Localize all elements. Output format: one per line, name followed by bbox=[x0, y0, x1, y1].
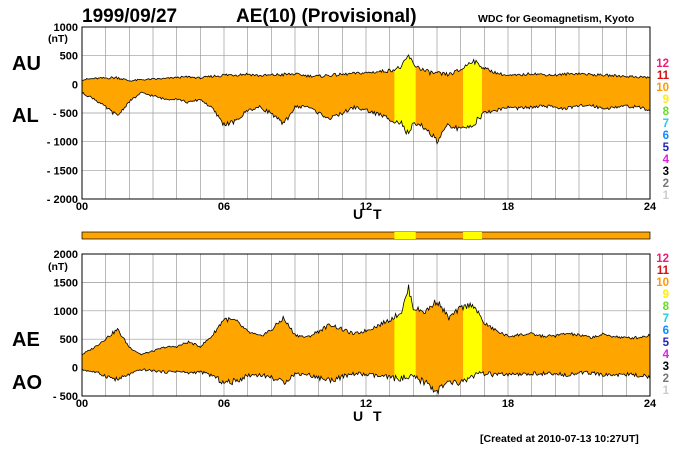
x-tick-label: 12 bbox=[360, 398, 372, 410]
al-label: AL bbox=[12, 105, 39, 127]
station-legend-item: 10 bbox=[656, 277, 669, 289]
y-tick-label: 500 bbox=[60, 51, 78, 63]
station-legend-item: 4 bbox=[663, 154, 670, 166]
y-tick-label: 1000 bbox=[54, 22, 78, 34]
au-al-unit: (nT) bbox=[48, 33, 68, 45]
station-legend-item: 11 bbox=[657, 265, 670, 277]
au-al-x-axis-label: U T bbox=[353, 206, 385, 222]
series-line-al bbox=[81, 91, 651, 145]
station-bar-highlight bbox=[394, 232, 416, 239]
y-tick-label: 1000 bbox=[54, 306, 78, 318]
station-legend-item: 8 bbox=[663, 301, 670, 313]
station-legend-item: 3 bbox=[663, 361, 669, 373]
ae-ao-x-ticks: 00 06 12 18 24 bbox=[76, 398, 657, 410]
series-line-ae bbox=[81, 284, 651, 356]
station-legend-item: 9 bbox=[663, 289, 669, 301]
station-bar-highlight bbox=[463, 232, 482, 239]
au-al-panel: 1000 500 0 - 500 - 1000 - 1500 - 2000 00 06 12 18… bbox=[12, 22, 657, 222]
created-timestamp: [Created at 2010-07-13 10:27UT] bbox=[480, 433, 639, 445]
station-legend-item: 10 bbox=[656, 82, 669, 94]
ae-ao-frame bbox=[81, 253, 651, 397]
x-tick-label: 24 bbox=[644, 398, 657, 410]
plot-date: 1999/09/27 bbox=[82, 6, 177, 27]
station-legend-item: 7 bbox=[663, 118, 669, 130]
plot-title: AE(10) (Provisional) bbox=[236, 6, 417, 27]
station-legend-item: 2 bbox=[663, 178, 669, 190]
au-al-frame bbox=[81, 26, 651, 200]
y-tick-label: 0 bbox=[72, 79, 78, 91]
series-line-ao bbox=[81, 368, 651, 396]
x-tick-label: 06 bbox=[218, 398, 230, 410]
x-tick-label: 06 bbox=[218, 201, 230, 213]
station-highlight-fill bbox=[463, 284, 482, 394]
station-highlight-fill bbox=[394, 54, 416, 144]
y-tick-label: - 1000 bbox=[47, 137, 78, 149]
ao-label: AO bbox=[12, 372, 42, 394]
station-legend-item: 5 bbox=[663, 142, 670, 154]
x-tick-label: 18 bbox=[502, 398, 514, 410]
x-tick-label: 00 bbox=[76, 398, 88, 410]
x-tick-label: 12 bbox=[360, 201, 372, 213]
au-al-grid bbox=[82, 27, 650, 199]
y-tick-label: - 500 bbox=[53, 391, 78, 403]
organization-label: WDC for Geomagnetism, Kyoto bbox=[478, 13, 634, 25]
station-legend-item: 2 bbox=[663, 373, 669, 385]
y-tick-label: 500 bbox=[60, 334, 78, 346]
station-bar-base bbox=[81, 231, 651, 240]
ae-ao-x-axis-label: U T bbox=[353, 408, 385, 424]
station-legend-item: 12 bbox=[656, 58, 669, 70]
station-highlight-fill bbox=[463, 54, 482, 144]
ae-ao-y-ticks: 2000 1500 1000 500 0 - 500 bbox=[53, 249, 78, 403]
y-tick-label: 0 bbox=[72, 363, 78, 375]
au-label: AU bbox=[12, 53, 41, 75]
station-legend-item: 9 bbox=[663, 94, 669, 106]
x-tick-label: 18 bbox=[502, 201, 514, 213]
station-legend-item: 4 bbox=[663, 349, 670, 361]
y-tick-label: 1500 bbox=[54, 277, 78, 289]
station-legend-item: 12 bbox=[656, 253, 669, 265]
station-legend-item: 5 bbox=[663, 337, 670, 349]
station-legend-item: 8 bbox=[663, 106, 670, 118]
y-tick-label: - 500 bbox=[53, 108, 78, 120]
station-legend-item: 6 bbox=[663, 130, 669, 142]
au-al-x-ticks: 00 06 12 18 24 bbox=[76, 201, 657, 213]
station-legend-item: 3 bbox=[663, 166, 669, 178]
ae-ao-panel: 2000 1500 1000 500 0 - 500 00 06 12 18 24 (nT) AE… bbox=[12, 249, 657, 424]
y-tick-label: - 2000 bbox=[47, 194, 78, 206]
y-tick-label: 2000 bbox=[54, 249, 78, 261]
x-tick-label: 00 bbox=[76, 201, 88, 213]
x-tick-label: 24 bbox=[644, 201, 657, 213]
station-legend-item: 1 bbox=[663, 385, 670, 397]
station-legend-item: 6 bbox=[663, 325, 669, 337]
au-al-y-ticks: 1000 500 0 - 500 - 1000 - 1500 - 2000 bbox=[47, 22, 78, 206]
y-tick-label: - 1500 bbox=[47, 165, 78, 177]
ae-label: AE bbox=[12, 329, 40, 351]
station-legend-item: 11 bbox=[657, 70, 670, 82]
station-highlight-fill bbox=[394, 284, 416, 394]
station-legend-item: 7 bbox=[663, 313, 669, 325]
station-legend-item: 1 bbox=[663, 190, 670, 202]
station-count-bar bbox=[81, 231, 651, 240]
series-line-au bbox=[81, 54, 651, 82]
ae-ao-unit: (nT) bbox=[48, 261, 68, 273]
